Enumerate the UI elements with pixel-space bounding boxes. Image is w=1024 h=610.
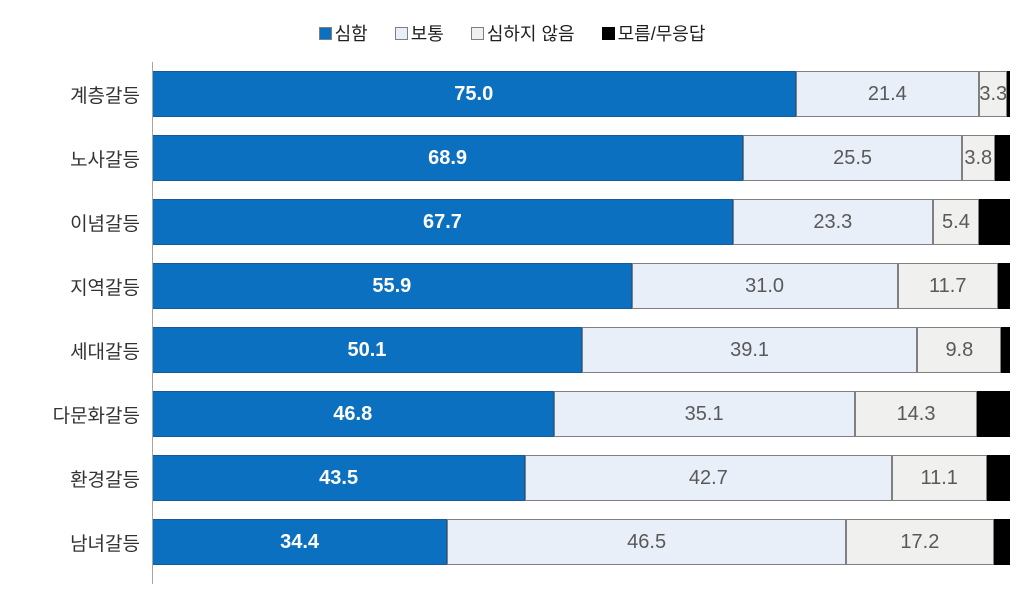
bar-segment-no-answer — [986, 455, 1010, 501]
legend-swatch-icon — [394, 26, 408, 40]
bar-segment-no-answer — [977, 391, 1010, 437]
bar-segment-not-severe: 17.2 — [846, 519, 994, 565]
stacked-bar-chart: 계층갈등 75.0 21.4 3.3 노사갈등 68.9 25.5 3.8 이념갈등 67.7 23… — [0, 62, 1024, 584]
bar-segment-moderate: 42.7 — [525, 455, 892, 501]
bar-segment-moderate: 39.1 — [581, 327, 918, 373]
value-label: 5.4 — [942, 211, 970, 233]
bar-segment-moderate: 35.1 — [553, 391, 855, 437]
legend-item-no-answer: 모름/무응답 — [601, 20, 706, 46]
category-label: 이념갈등 — [70, 213, 140, 235]
bar-track: 67.7 23.3 5.4 — [152, 199, 1010, 245]
category-label: 계층갈등 — [70, 85, 140, 107]
legend-label: 심함 — [334, 24, 368, 44]
legend: 심함 보통 심하지 않음 모름/무응답 — [0, 0, 1024, 46]
bar-segment-not-severe: 9.8 — [917, 327, 1002, 373]
bar-track: 55.9 31.0 11.7 — [152, 263, 1010, 309]
legend-label: 보통 — [410, 24, 444, 44]
bar-track: 50.1 39.1 9.8 — [152, 327, 1010, 373]
bar-segment-not-severe: 3.8 — [961, 135, 995, 181]
bar-segment-severe: 75.0 — [152, 71, 796, 117]
value-label: 14.3 — [896, 403, 936, 425]
chart-row: 지역갈등 55.9 31.0 11.7 — [0, 254, 1024, 318]
category-label: 다문화갈등 — [52, 405, 140, 427]
value-label: 43.5 — [319, 467, 359, 489]
bar-segment-moderate: 46.5 — [447, 519, 847, 565]
legend-item-moderate: 보통 — [394, 20, 444, 46]
chart-row: 노사갈등 68.9 25.5 3.8 — [0, 126, 1024, 190]
bar-track: 43.5 42.7 11.1 — [152, 455, 1010, 501]
bar-segment-moderate: 25.5 — [743, 135, 962, 181]
bar-track: 46.8 35.1 14.3 — [152, 391, 1010, 437]
category-label: 노사갈등 — [70, 149, 140, 171]
bar-segment-severe: 34.4 — [152, 519, 448, 565]
chart-row: 계층갈등 75.0 21.4 3.3 — [0, 62, 1024, 126]
legend-swatch-icon — [601, 26, 615, 40]
category-label: 환경갈등 — [70, 469, 140, 491]
legend-swatch-icon — [318, 26, 332, 40]
bar-track: 34.4 46.5 17.2 — [152, 519, 1010, 565]
bar-segment-moderate: 31.0 — [631, 263, 898, 309]
bar-segment-no-answer — [1007, 71, 1010, 117]
chart-row: 다문화갈등 46.8 35.1 14.3 — [0, 382, 1024, 446]
category-label: 세대갈등 — [70, 341, 140, 363]
value-label: 3.3 — [979, 83, 1008, 105]
chart-rows: 계층갈등 75.0 21.4 3.3 노사갈등 68.9 25.5 3.8 이념갈등 67.7 23… — [0, 62, 1024, 574]
bar-segment-not-severe: 11.7 — [897, 263, 998, 309]
bar-segment-no-answer — [979, 199, 1010, 245]
value-label: 9.8 — [945, 339, 974, 361]
category-label: 지역갈등 — [70, 277, 140, 299]
bar-segment-no-answer — [1001, 327, 1010, 373]
value-label: 3.8 — [964, 147, 993, 169]
category-label: 남녀갈등 — [70, 533, 140, 555]
y-axis-line — [152, 62, 153, 584]
bar-segment-severe: 43.5 — [152, 455, 526, 501]
value-label: 17.2 — [900, 531, 940, 553]
value-label: 23.3 — [813, 211, 853, 233]
bar-segment-not-severe: 5.4 — [932, 199, 980, 245]
bar-segment-severe: 67.7 — [152, 199, 733, 245]
value-label: 55.9 — [372, 275, 412, 297]
bar-segment-severe: 55.9 — [152, 263, 632, 309]
legend-label: 모름/무응답 — [617, 24, 706, 44]
value-label: 67.7 — [422, 211, 462, 233]
value-label: 11.7 — [929, 275, 967, 297]
value-label: 50.1 — [347, 339, 387, 361]
value-label: 25.5 — [833, 147, 873, 169]
legend-item-severe: 심함 — [318, 20, 368, 46]
bar-segment-severe: 50.1 — [152, 327, 582, 373]
bar-segment-no-answer — [993, 519, 1010, 565]
bar-segment-moderate: 23.3 — [732, 199, 933, 245]
value-label: 75.0 — [454, 83, 494, 105]
bar-segment-severe: 68.9 — [152, 135, 744, 181]
bar-segment-severe: 46.8 — [152, 391, 554, 437]
bar-segment-no-answer — [997, 263, 1010, 309]
value-label: 46.5 — [627, 531, 667, 553]
value-label: 31.0 — [745, 275, 785, 297]
value-label: 11.1 — [920, 467, 958, 489]
bar-segment-not-severe: 3.3 — [979, 71, 1008, 117]
chart-row: 환경갈등 43.5 42.7 11.1 — [0, 446, 1024, 510]
value-label: 34.4 — [280, 531, 320, 553]
bar-segment-moderate: 21.4 — [795, 71, 980, 117]
value-label: 68.9 — [428, 147, 468, 169]
value-label: 35.1 — [684, 403, 724, 425]
bar-segment-not-severe: 14.3 — [854, 391, 978, 437]
value-label: 46.8 — [333, 403, 373, 425]
legend-label: 심하지 않음 — [486, 24, 575, 44]
chart-row: 세대갈등 50.1 39.1 9.8 — [0, 318, 1024, 382]
chart-row: 남녀갈등 34.4 46.5 17.2 — [0, 510, 1024, 574]
bar-segment-no-answer — [994, 135, 1010, 181]
bar-track: 75.0 21.4 3.3 — [152, 71, 1010, 117]
legend-item-not-severe: 심하지 않음 — [470, 20, 575, 46]
value-label: 39.1 — [730, 339, 770, 361]
bar-track: 68.9 25.5 3.8 — [152, 135, 1010, 181]
legend-swatch-icon — [470, 26, 484, 40]
value-label: 42.7 — [688, 467, 728, 489]
bar-segment-not-severe: 11.1 — [891, 455, 987, 501]
value-label: 21.4 — [867, 83, 907, 105]
chart-row: 이념갈등 67.7 23.3 5.4 — [0, 190, 1024, 254]
